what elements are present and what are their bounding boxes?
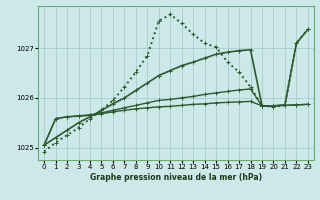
X-axis label: Graphe pression niveau de la mer (hPa): Graphe pression niveau de la mer (hPa) (90, 173, 262, 182)
